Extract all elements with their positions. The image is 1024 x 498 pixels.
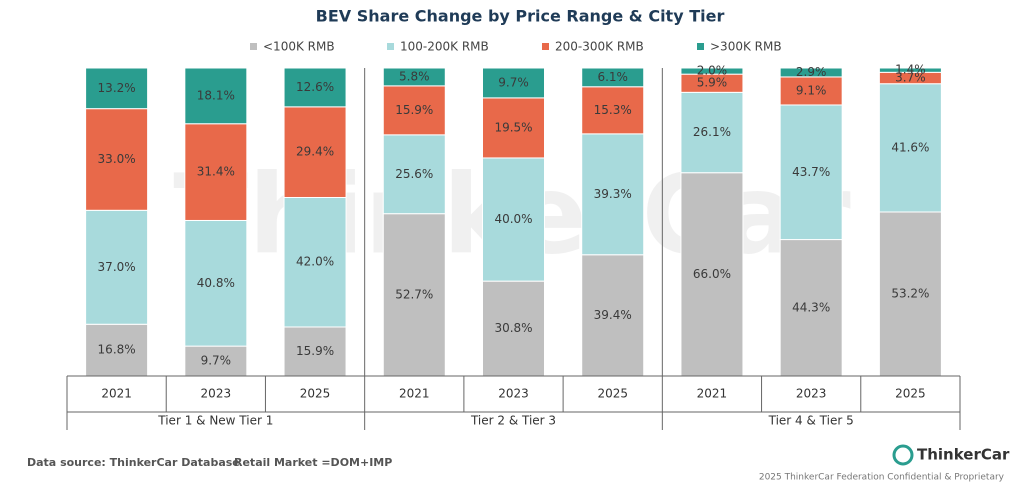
data-label: 44.3% [792,300,830,314]
legend-label: 200-300K RMB [555,40,644,54]
bar-segment [85,323,149,377]
legend-swatch [697,43,704,50]
data-label: 19.5% [494,120,532,134]
data-label: 15.3% [594,103,632,117]
data-label: 25.6% [395,167,433,181]
data-label: 3.7% [895,71,926,85]
bar-segment [382,85,446,136]
bar-segment [878,83,942,213]
data-label: 12.6% [296,80,334,94]
footer-note: Retail Market =DOM+IMP [234,456,392,469]
bar-segment [184,67,248,125]
legend-label: <100K RMB [263,40,335,54]
bar-segment [184,123,248,221]
data-label: 39.4% [594,308,632,322]
data-label: 9.7% [201,354,232,368]
copyright: 2025 ThinkerCar Federation Confidential … [759,473,1005,483]
data-label: 15.9% [296,344,334,358]
bar-segment [85,108,149,211]
bar-segment [283,106,347,198]
bar-segment [878,211,942,377]
chart-title: BEV Share Change by Price Range & City T… [316,7,725,26]
data-label: 41.6% [891,140,929,154]
bar-segment [482,97,545,159]
bar-segment [382,134,446,215]
data-label: 5.8% [399,69,430,83]
x-tick-label: 2021 [101,387,132,401]
bar-segment [581,86,645,135]
bar-segment [482,67,545,99]
bar-segment [184,219,248,347]
bar-segment [283,67,347,108]
data-label: 9.1% [796,83,827,97]
x-tick-label: 2023 [201,387,232,401]
data-label: 26.1% [693,125,731,139]
bar-segment [581,67,645,88]
footer-source: Data source: ThinkerCar Database [27,456,240,469]
x-tick-label: 2025 [597,387,628,401]
data-label: 52.7% [395,287,433,301]
x-tick-label: 2025 [300,387,331,401]
group-label: Tier 1 & New Tier 1 [157,414,273,428]
data-label: 33.0% [98,152,136,166]
x-tick-label: 2023 [796,387,827,401]
x-tick-label: 2025 [895,387,926,401]
data-label: 2.9% [796,65,827,79]
legend-swatch [250,43,257,50]
logo-icon [892,444,914,466]
x-tick-label: 2021 [697,387,728,401]
data-label: 39.3% [594,187,632,201]
bar-segment [581,133,645,256]
data-label: 2.0% [697,64,728,78]
logo-text: ThinkerCar [917,446,1010,464]
data-label: 1.4% [895,63,926,77]
data-label: 42.0% [296,255,334,269]
bar-segment [779,76,843,106]
data-label: 13.2% [98,81,136,95]
legend-label: >300K RMB [710,40,782,54]
data-label: 31.4% [197,165,235,179]
data-label: 5.9% [697,76,728,90]
x-tick-label: 2023 [498,387,529,401]
group-label: Tier 4 & Tier 5 [768,414,854,428]
bar-segment [85,67,149,110]
data-label: 29.4% [296,145,334,159]
bar-segment [680,172,744,377]
data-label: 43.7% [792,165,830,179]
legend-label: 100-200K RMB [400,40,489,54]
data-label: 16.8% [98,343,136,357]
data-label: 6.1% [597,70,628,84]
data-label: 30.8% [494,321,532,335]
data-label: 9.7% [498,75,529,89]
bar-segment [680,67,744,75]
bar-segment [878,67,942,73]
bar-segment [382,213,446,377]
x-tick-label: 2021 [399,387,430,401]
data-label: 40.0% [494,212,532,226]
data-label: 53.2% [891,286,929,300]
bar-segment [283,326,347,377]
legend-swatch [387,43,394,50]
data-label: 40.8% [197,276,235,290]
bar-segment [779,67,843,78]
bar-segment [382,67,446,87]
bar-segment [581,254,645,377]
data-label: 37.0% [98,260,136,274]
data-label: 18.1% [197,88,235,102]
data-label: 66.0% [693,267,731,281]
legend-swatch [542,43,549,50]
data-label: 15.9% [395,103,433,117]
bar-segment [680,91,744,174]
bar-segment [779,104,843,241]
group-label: Tier 2 & Tier 3 [470,414,556,428]
bar-segment [482,157,545,282]
bar-segment [779,239,843,377]
